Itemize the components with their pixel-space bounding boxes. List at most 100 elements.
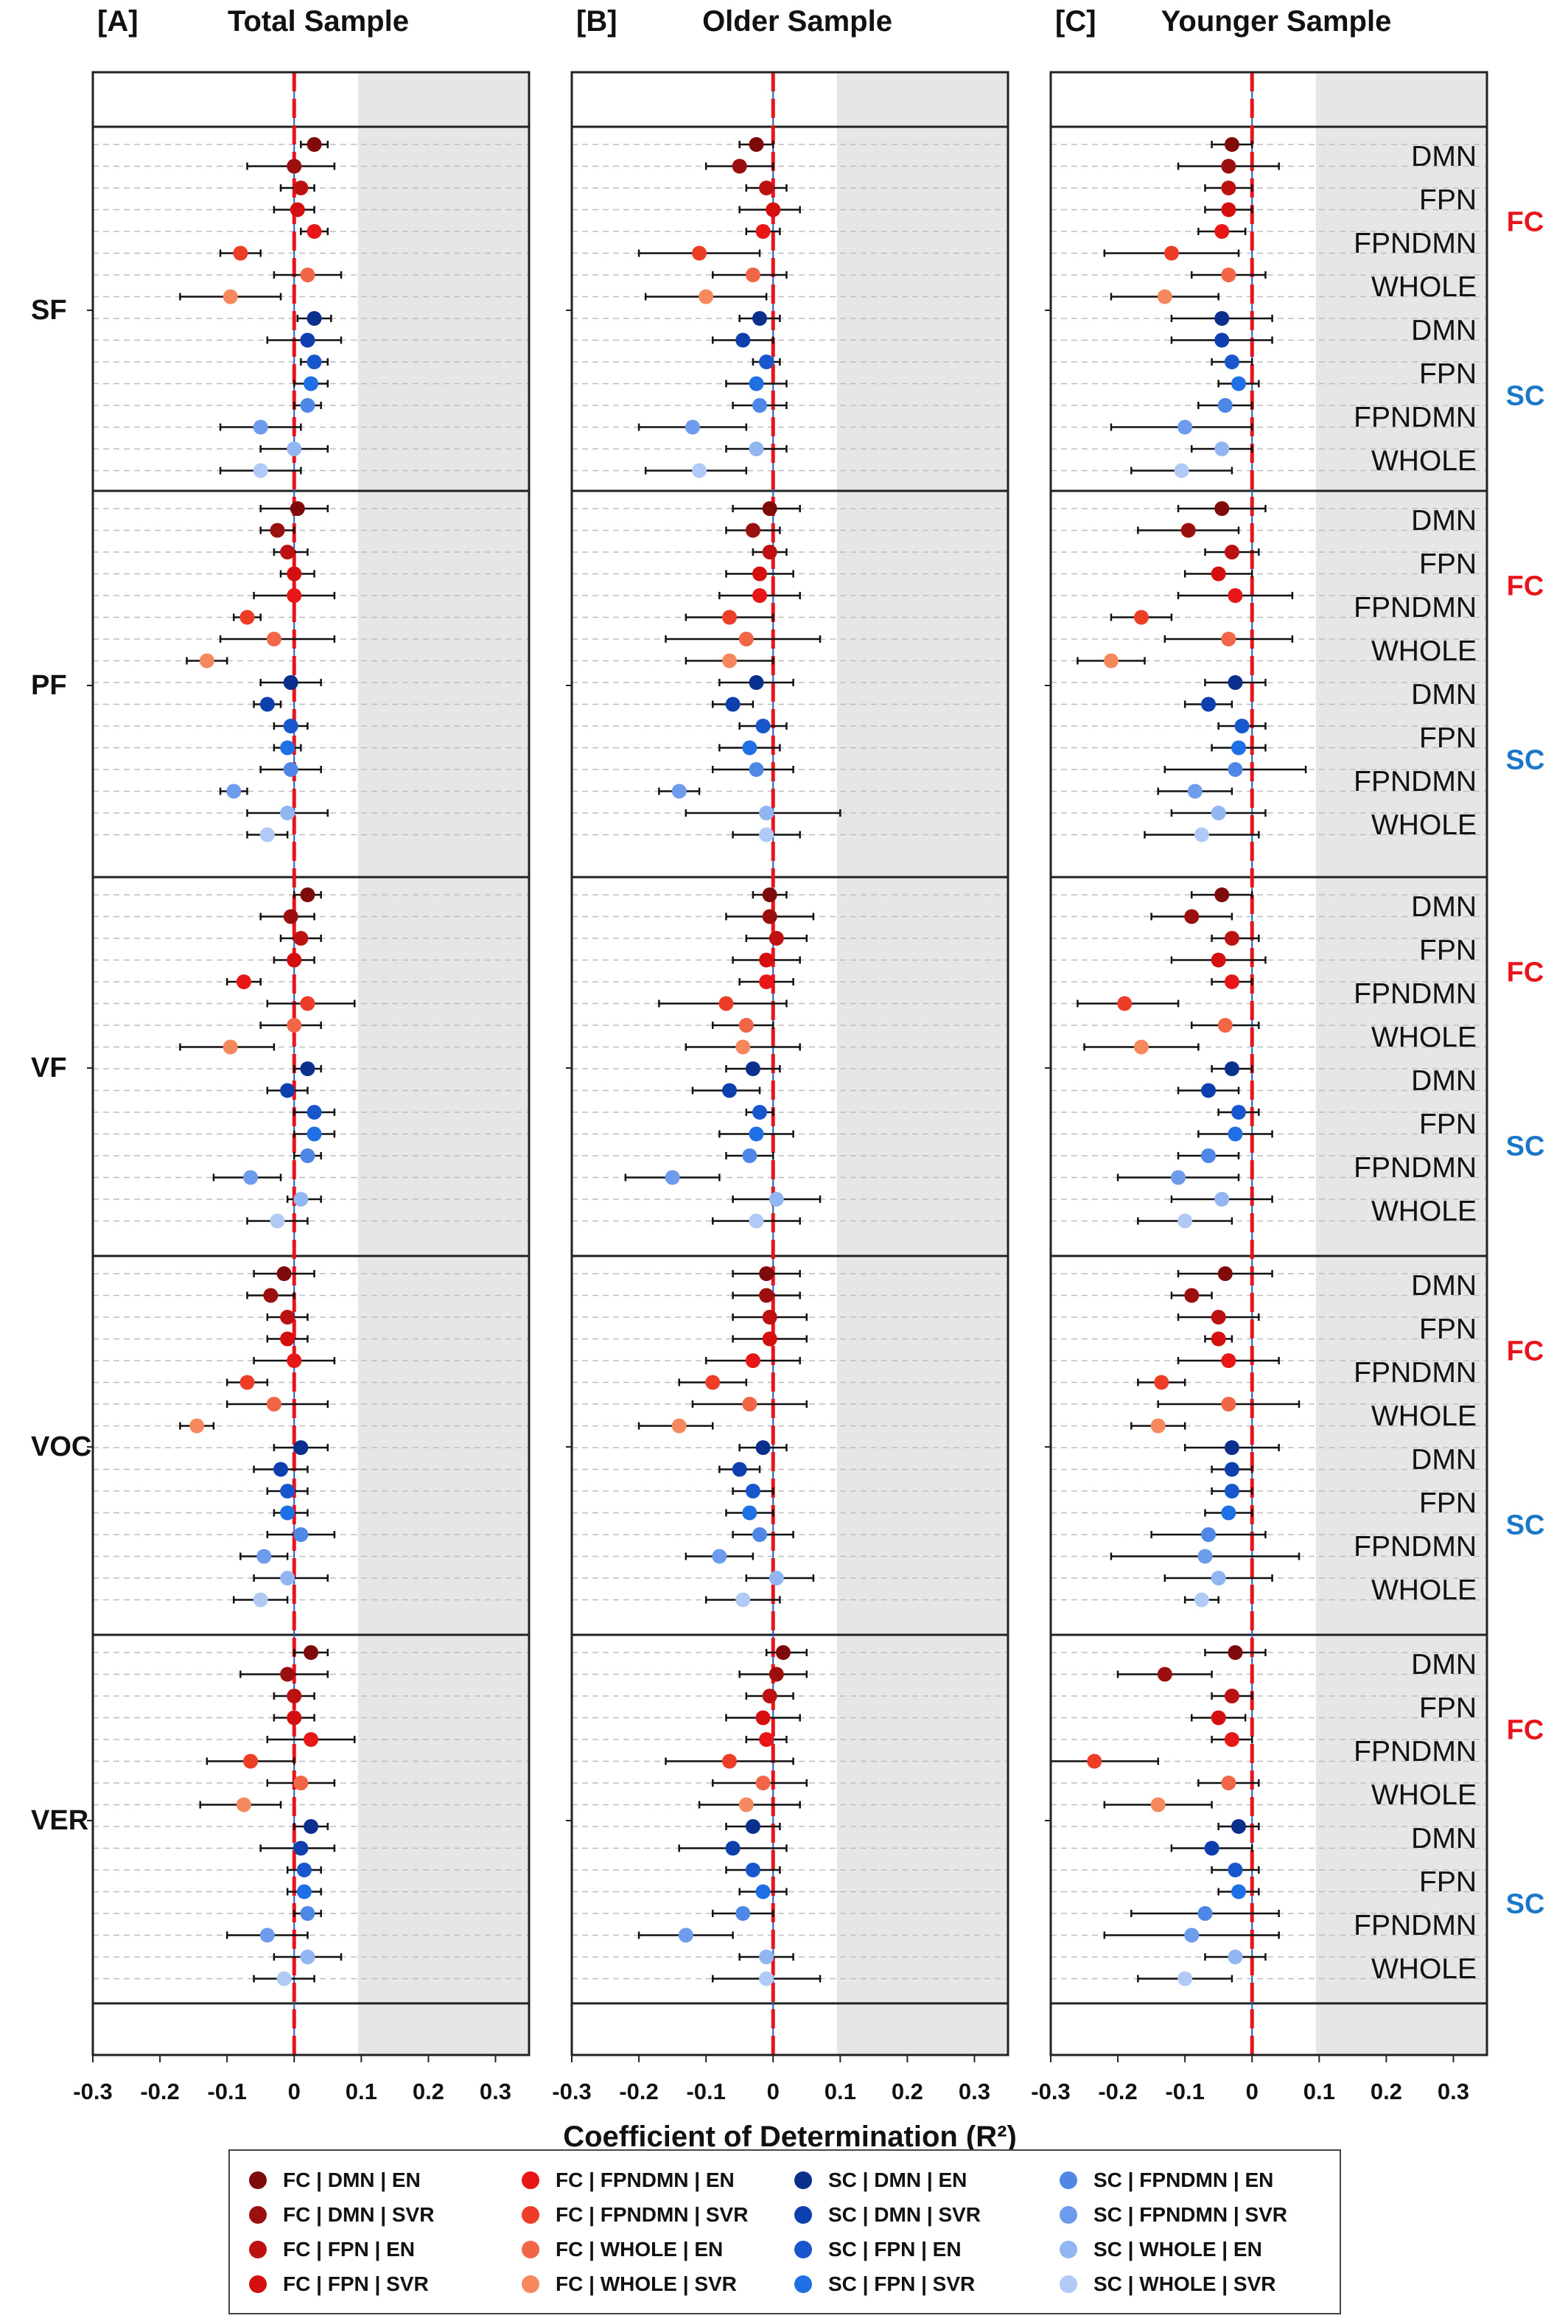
data-point bbox=[189, 1418, 205, 1434]
row-label: DMN bbox=[1411, 1823, 1477, 1854]
row-label: DMN bbox=[1411, 891, 1477, 923]
group-label-fc: FC bbox=[1507, 1336, 1544, 1367]
data-point bbox=[732, 1462, 747, 1477]
data-point bbox=[745, 1484, 760, 1498]
data-point bbox=[1228, 588, 1243, 603]
x-axis-title: Coefficient of Determination (R²) bbox=[563, 2121, 1017, 2153]
data-point bbox=[759, 1971, 774, 1986]
legend-marker bbox=[522, 2240, 539, 2258]
data-point bbox=[293, 181, 309, 195]
data-point bbox=[1184, 909, 1200, 924]
data-point bbox=[300, 332, 315, 348]
data-point bbox=[307, 224, 322, 239]
legend-label: SC | DMN | SVR bbox=[828, 2202, 981, 2226]
panel-letter: [B] bbox=[576, 5, 617, 38]
data-point bbox=[1087, 1754, 1102, 1769]
data-point bbox=[1224, 931, 1239, 946]
data-point bbox=[1217, 1266, 1233, 1281]
data-point bbox=[1221, 1776, 1236, 1790]
data-point bbox=[735, 332, 751, 348]
data-point bbox=[762, 1689, 777, 1703]
data-point bbox=[304, 1732, 318, 1747]
data-point bbox=[1217, 1018, 1233, 1033]
legend-item: FC | DMN | EN bbox=[249, 2163, 434, 2197]
data-point bbox=[749, 376, 764, 391]
data-point bbox=[725, 697, 741, 712]
x-tick-label: -0.3 bbox=[552, 2079, 591, 2104]
data-point bbox=[722, 610, 738, 625]
data-point bbox=[1214, 1192, 1230, 1207]
data-point bbox=[259, 827, 275, 842]
legend-item: SC | FPNDMN | SVR bbox=[1060, 2197, 1287, 2232]
data-point bbox=[722, 1083, 738, 1098]
row-label: FPN bbox=[1419, 1866, 1477, 1898]
legend-label: SC | DMN | EN bbox=[828, 2168, 967, 2191]
data-point bbox=[1228, 675, 1243, 690]
row-label: WHOLE bbox=[1371, 271, 1477, 303]
data-point bbox=[1180, 523, 1196, 538]
data-point bbox=[692, 463, 707, 478]
data-point bbox=[223, 1039, 238, 1055]
data-point bbox=[1197, 1549, 1213, 1564]
data-point bbox=[223, 289, 238, 304]
data-point bbox=[1228, 762, 1243, 777]
row-label: DMN bbox=[1411, 679, 1477, 711]
panel-title: Older Sample bbox=[702, 5, 892, 38]
x-tick-label: -0.2 bbox=[619, 2079, 658, 2104]
data-point bbox=[239, 1375, 255, 1390]
x-tick-label: 0.3 bbox=[959, 2079, 990, 2104]
data-point bbox=[280, 740, 295, 756]
data-point bbox=[1150, 1418, 1166, 1434]
data-point bbox=[253, 419, 268, 435]
legend-item: FC | FPNDMN | EN bbox=[522, 2163, 748, 2197]
data-point bbox=[745, 1353, 760, 1368]
row-label: FPN bbox=[1419, 548, 1477, 580]
data-point bbox=[307, 1105, 322, 1120]
data-point bbox=[1211, 1710, 1226, 1725]
legend-label: FC | DMN | EN bbox=[283, 2168, 421, 2191]
legend-item: SC | DMN | SVR bbox=[794, 2197, 981, 2232]
data-point bbox=[280, 806, 295, 820]
data-point bbox=[1221, 181, 1236, 195]
row-label: WHOLE bbox=[1371, 445, 1477, 477]
data-point bbox=[755, 1440, 771, 1455]
row-label: WHOLE bbox=[1371, 1779, 1477, 1811]
data-point bbox=[1117, 996, 1133, 1011]
row-label: DMN bbox=[1411, 1444, 1477, 1476]
data-point bbox=[759, 974, 774, 989]
data-point bbox=[199, 653, 214, 669]
data-point bbox=[283, 762, 298, 777]
row-label: FPNDMN bbox=[1354, 1910, 1477, 1941]
data-point bbox=[290, 202, 305, 217]
data-point bbox=[270, 523, 285, 538]
legend-label: FC | FPNDMN | SVR bbox=[556, 2202, 749, 2226]
shaded-region bbox=[1315, 72, 1487, 2055]
data-point bbox=[1177, 1213, 1193, 1229]
legend-marker bbox=[1060, 2240, 1077, 2258]
data-point bbox=[1214, 887, 1230, 902]
row-label: FPNDMN bbox=[1354, 402, 1477, 433]
data-point bbox=[762, 1331, 777, 1347]
legend-item: SC | FPN | SVR bbox=[794, 2267, 981, 2301]
data-point bbox=[226, 784, 242, 799]
legend-marker bbox=[522, 2171, 539, 2189]
row-label: FPN bbox=[1419, 358, 1477, 390]
measure-label: VF bbox=[31, 1053, 67, 1084]
data-point bbox=[280, 545, 295, 559]
row-label: FPN bbox=[1419, 1109, 1477, 1140]
data-point bbox=[1217, 398, 1233, 413]
data-point bbox=[1221, 158, 1236, 174]
legend-item: FC | FPN | SVR bbox=[249, 2267, 434, 2301]
group-label-sc: SC bbox=[1506, 1888, 1545, 1919]
data-point bbox=[1163, 245, 1179, 261]
data-point bbox=[671, 784, 687, 799]
data-point bbox=[307, 355, 322, 369]
data-point bbox=[1228, 1950, 1243, 1964]
panel-letter: [C] bbox=[1055, 5, 1096, 38]
data-point bbox=[1211, 806, 1226, 820]
legend-marker bbox=[249, 2275, 267, 2293]
data-point bbox=[742, 1397, 757, 1412]
data-point bbox=[745, 523, 760, 538]
data-point bbox=[759, 181, 774, 195]
data-point bbox=[1150, 1797, 1166, 1812]
